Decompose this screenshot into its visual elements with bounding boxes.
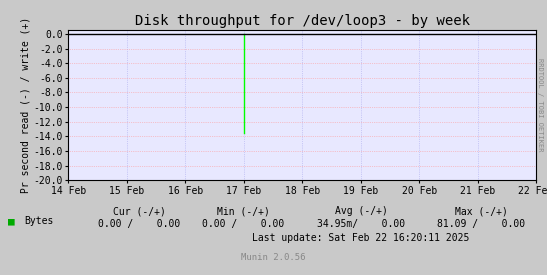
Text: Min (-/+): Min (-/+) [217, 207, 270, 216]
Text: 0.00 /    0.00: 0.00 / 0.00 [98, 219, 181, 229]
Text: Max (-/+): Max (-/+) [455, 207, 508, 216]
Title: Disk throughput for /dev/loop3 - by week: Disk throughput for /dev/loop3 - by week [135, 14, 470, 28]
Text: 81.09 /    0.00: 81.09 / 0.00 [437, 219, 526, 229]
Text: Bytes: Bytes [25, 216, 54, 226]
Text: ■: ■ [8, 216, 15, 226]
Y-axis label: Pr second read (-) / write (+): Pr second read (-) / write (+) [21, 17, 31, 193]
Text: RRDTOOL / TOBI OETIKER: RRDTOOL / TOBI OETIKER [537, 58, 543, 151]
Text: Cur (-/+): Cur (-/+) [113, 207, 166, 216]
Text: Avg (-/+): Avg (-/+) [335, 207, 387, 216]
Text: Last update: Sat Feb 22 16:20:11 2025: Last update: Sat Feb 22 16:20:11 2025 [252, 233, 470, 243]
Text: 0.00 /    0.00: 0.00 / 0.00 [202, 219, 284, 229]
Text: 34.95m/    0.00: 34.95m/ 0.00 [317, 219, 405, 229]
Text: Munin 2.0.56: Munin 2.0.56 [241, 253, 306, 262]
